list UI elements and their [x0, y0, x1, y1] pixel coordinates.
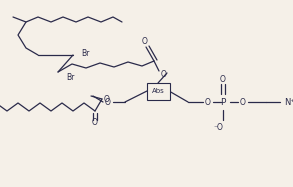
- Text: O: O: [240, 97, 246, 107]
- Text: Br: Br: [66, 73, 74, 82]
- Text: O: O: [161, 70, 167, 79]
- Text: O: O: [104, 94, 110, 103]
- Text: ⁻O: ⁻O: [213, 122, 223, 131]
- Text: Abs: Abs: [151, 88, 164, 94]
- Text: O: O: [205, 97, 211, 107]
- Text: Br: Br: [81, 48, 89, 57]
- FancyBboxPatch shape: [146, 82, 169, 99]
- Text: P: P: [220, 97, 226, 107]
- Text: O: O: [105, 97, 111, 107]
- Text: O: O: [220, 74, 226, 84]
- Text: O: O: [142, 36, 148, 45]
- Text: N⁺: N⁺: [285, 97, 293, 107]
- Text: O: O: [92, 117, 98, 126]
